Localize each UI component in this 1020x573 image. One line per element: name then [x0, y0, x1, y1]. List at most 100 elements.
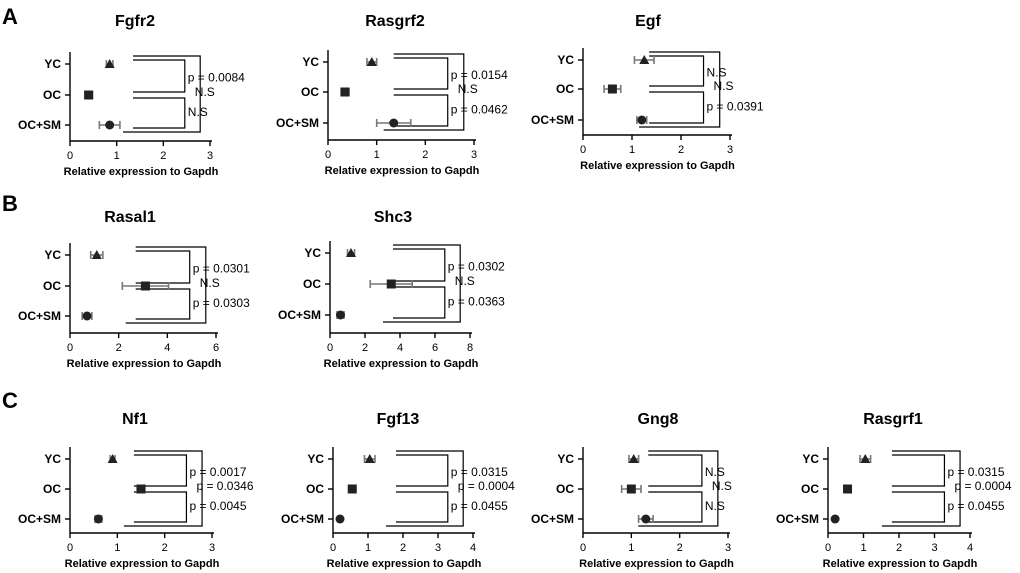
category-label: OC	[556, 482, 574, 496]
data-point-circle	[82, 311, 92, 321]
x-tick-label: 1	[114, 150, 120, 162]
x-tick-label: 0	[327, 342, 333, 354]
chart-title: Fgf13	[377, 411, 420, 428]
data-point-circle	[336, 310, 345, 320]
comparison-label: p = 0.0303	[193, 296, 250, 310]
bracket-yc-oc	[891, 454, 946, 487]
bracket-oc-ocsm	[393, 94, 449, 127]
x-tick-label: 0	[580, 542, 586, 554]
bracket-yc-oc	[133, 59, 186, 93]
bracket-yc-ocsm	[638, 450, 719, 527]
data-point-triangle	[104, 59, 115, 68]
chart-nf1: Nf1 YC OC OC+SM 0 1 2 3 Relative expression to G…	[18, 411, 254, 570]
data-point-square	[607, 84, 617, 94]
data-point-square	[386, 279, 396, 289]
bracket-yc-ocsm	[123, 55, 201, 133]
comparison-label: N.S	[705, 499, 725, 513]
data-point-triangle	[366, 57, 377, 66]
x-tick-label: 8	[467, 342, 473, 354]
category-label: OC	[43, 279, 61, 293]
x-tick-label: 1	[629, 144, 635, 156]
bracket-oc-ocsm	[396, 491, 449, 523]
x-tick-label: 3	[435, 542, 441, 554]
comparison-label: N.S	[714, 79, 734, 93]
comparison-label: p = 0.0084	[188, 71, 245, 85]
bracket-yc-oc	[133, 454, 188, 487]
bracket-yc-oc	[393, 57, 449, 90]
x-tick-label: 3	[931, 542, 937, 554]
data-point-circle	[335, 514, 345, 524]
comparison-label: p = 0.0391	[707, 100, 764, 114]
category-label: OC+SM	[18, 118, 61, 132]
data-point-square	[140, 281, 150, 291]
data-point-triangle	[860, 454, 871, 463]
x-axis-label: Relative expression to Gapdh	[580, 160, 735, 172]
x-axis-label: Relative expression to Gapdh	[579, 558, 734, 570]
x-tick-label: 0	[67, 542, 73, 554]
x-tick-label: 3	[471, 149, 477, 161]
chart-title: Nf1	[122, 411, 148, 428]
x-tick-label: 2	[362, 342, 368, 354]
chart-title: Shc3	[374, 209, 412, 226]
comparison-label: N.S	[188, 105, 208, 119]
data-point-triangle	[364, 454, 375, 463]
data-point-triangle	[107, 454, 118, 463]
data-point-square	[626, 484, 636, 494]
chart-shc3: Shc3 YC OC OC+SM 0 2 4 6 8 Relative expression to…	[278, 209, 505, 370]
category-label: OC	[303, 277, 321, 291]
x-tick-label: 4	[967, 542, 973, 554]
category-label: OC	[301, 85, 319, 99]
bracket-yc-ocsm	[123, 450, 203, 527]
bracket-oc-ocsm	[891, 491, 946, 523]
panel-letter-c: C	[2, 388, 18, 413]
bracket-yc-oc	[393, 248, 446, 282]
x-tick-label: 0	[825, 542, 831, 554]
x-tick-label: 3	[209, 542, 215, 554]
category-label: OC	[43, 88, 61, 102]
category-label: YC	[44, 452, 61, 466]
x-tick-label: 4	[470, 542, 476, 554]
category-label: OC+SM	[18, 512, 61, 526]
category-label: OC	[43, 482, 61, 496]
x-tick-label: 2	[162, 542, 168, 554]
data-point-circle	[105, 120, 115, 130]
comparison-label: p = 0.0455	[451, 499, 508, 513]
x-axis-label: Relative expression to Gapdh	[67, 358, 222, 370]
comparison-label: N.S	[707, 66, 727, 80]
x-tick-label: 0	[330, 542, 336, 554]
chart-title: Rasal1	[104, 209, 156, 226]
data-point-square	[84, 90, 94, 100]
x-tick-label: 0	[325, 149, 331, 161]
x-tick-label: 1	[628, 542, 634, 554]
bracket-yc-ocsm	[881, 450, 961, 527]
data-point-square	[136, 484, 146, 494]
comparison-label: p = 0.0004	[458, 479, 515, 493]
x-tick-label: 2	[677, 542, 683, 554]
bracket-yc-ocsm	[125, 246, 207, 324]
x-tick-label: 0	[67, 150, 73, 162]
data-point-circle	[830, 514, 840, 524]
x-tick-label: 2	[400, 542, 406, 554]
x-tick-label: 2	[896, 542, 902, 554]
category-label: OC+SM	[531, 512, 574, 526]
bracket-yc-ocsm	[639, 51, 721, 128]
x-tick-label: 1	[374, 149, 380, 161]
panel-letter-b: B	[2, 191, 18, 216]
category-label: OC+SM	[281, 512, 324, 526]
bracket-yc-ocsm	[383, 244, 461, 323]
category-label: OC+SM	[18, 309, 61, 323]
chart-title: Egf	[635, 13, 661, 30]
comparison-label: p = 0.0004	[954, 479, 1011, 493]
x-tick-label: 2	[116, 342, 122, 354]
bracket-oc-ocsm	[135, 288, 191, 320]
category-label: OC	[801, 482, 819, 496]
chart-fgfr2: Fgfr2 YC OC OC+SM 0 1 2 3 Relative expression to…	[18, 13, 245, 178]
x-axis-label: Relative expression to Gapdh	[65, 558, 220, 570]
category-label: YC	[44, 57, 61, 71]
data-point-square	[347, 484, 357, 494]
category-label: YC	[302, 55, 319, 69]
bracket-oc-ocsm	[133, 97, 186, 129]
x-axis-label: Relative expression to Gapdh	[823, 558, 978, 570]
